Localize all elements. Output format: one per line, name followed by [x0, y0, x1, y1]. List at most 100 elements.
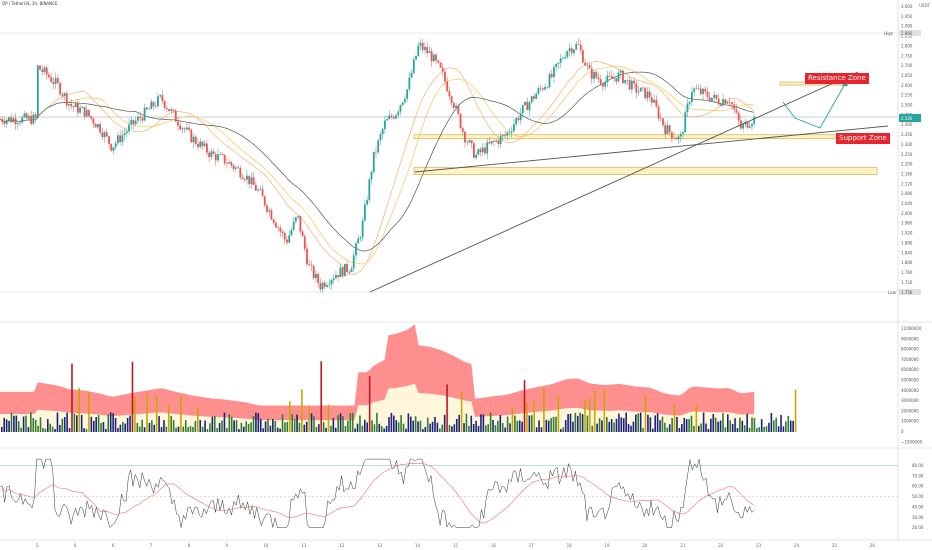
candle-body: [34, 114, 37, 118]
volume-bar: [533, 400, 535, 432]
volume-bar: [124, 423, 127, 432]
candle-body: [339, 267, 342, 278]
candle-body: [555, 63, 558, 68]
candle-body: [564, 57, 566, 59]
currency-label: USDT: [919, 3, 930, 8]
candle-body: [226, 163, 228, 164]
candle-body: [713, 94, 716, 98]
volume-bar: [436, 422, 439, 432]
candle-body: [708, 97, 711, 101]
volume-bar: [310, 413, 313, 432]
candle-body: [459, 113, 462, 129]
candle-body: [237, 167, 239, 169]
candle-body: [490, 141, 493, 144]
candle-body: [379, 134, 382, 141]
volume-bar: [301, 389, 303, 432]
volume-bar: [158, 416, 160, 432]
volume-bar: [209, 423, 211, 432]
date-tick-label: 6: [74, 543, 77, 548]
price-tick-label: 2.600: [901, 83, 913, 88]
volume-bar: [213, 415, 216, 432]
date-tick-label: 6: [112, 543, 115, 548]
candle-body: [610, 76, 613, 79]
rsi-tick-label: 80.00: [912, 463, 924, 468]
volume-bar: [235, 420, 238, 432]
volume-bar: [794, 389, 797, 432]
volume-bar: [654, 415, 656, 432]
candle-body: [421, 43, 424, 50]
candle-body: [157, 96, 159, 107]
volume-bar: [494, 425, 497, 432]
price-tick-label: 2.120: [901, 181, 913, 186]
candle-body: [481, 147, 484, 153]
candle-body: [59, 82, 61, 95]
candle-body: [212, 151, 215, 154]
volume-bar: [322, 422, 325, 432]
candle-body: [504, 134, 506, 136]
volume-bar: [509, 423, 511, 432]
volume-bar: [189, 426, 192, 432]
volume-bar: [25, 415, 27, 432]
volume-bar: [576, 415, 579, 432]
volume-bar: [702, 412, 705, 432]
support-trendline: [414, 125, 889, 173]
volume-bar: [100, 423, 102, 432]
volume-bar: [593, 390, 596, 432]
candle-body: [699, 88, 702, 95]
candle-body: [415, 55, 417, 60]
volume-bar: [739, 417, 741, 432]
price-tick-label: 2.160: [901, 171, 913, 176]
date-tick-label: 12: [339, 543, 345, 548]
candle-body: [432, 54, 435, 62]
candle-body: [277, 227, 279, 228]
candle-body: [526, 101, 529, 111]
candle-body: [123, 133, 126, 136]
candle-body: [684, 112, 687, 133]
rsi-tick-label: 50.00: [912, 494, 924, 499]
volume-bar: [95, 417, 97, 432]
price-tick-label: 2.300: [901, 142, 913, 147]
volume-bar: [685, 419, 688, 432]
volume-bar: [184, 420, 187, 432]
volume-bar: [163, 420, 165, 432]
volume-bar: [359, 415, 361, 432]
candle-body: [702, 88, 704, 95]
candle-body: [679, 134, 682, 137]
volume-bar: [250, 422, 252, 432]
volume-bar: [465, 413, 468, 432]
volume-bar: [487, 424, 490, 432]
volume-bar: [434, 416, 436, 432]
forecast-path: [782, 81, 847, 129]
volume-bar: [756, 427, 758, 432]
volume-bar: [15, 415, 18, 432]
date-tick-label: 5: [36, 543, 39, 548]
volume-bar: [422, 429, 424, 432]
volume-bar: [160, 427, 163, 432]
volume-bar: [569, 413, 572, 432]
candle-body: [99, 124, 102, 133]
candle-body: [392, 117, 395, 119]
volume-bar: [388, 417, 390, 432]
volume-bar: [332, 418, 335, 432]
volume-bar: [243, 426, 245, 432]
sma-long: [0, 71, 755, 252]
volume-bar: [281, 414, 284, 432]
candle-body: [361, 220, 364, 238]
candle-body: [70, 103, 73, 107]
volume-bar: [20, 427, 22, 432]
candle-body: [437, 60, 440, 63]
candle-body: [499, 136, 502, 145]
volume-bar: [303, 424, 306, 432]
volume-bar: [180, 395, 182, 432]
volume-bar: [693, 425, 695, 432]
date-tick-label: 26: [870, 543, 876, 548]
volume-bar: [349, 413, 352, 432]
candle-body: [452, 103, 455, 108]
volume-bar: [661, 416, 664, 432]
volume-bar: [780, 414, 782, 432]
volume-bar: [656, 413, 659, 432]
candle-body: [399, 104, 402, 112]
candle-body: [428, 51, 431, 54]
